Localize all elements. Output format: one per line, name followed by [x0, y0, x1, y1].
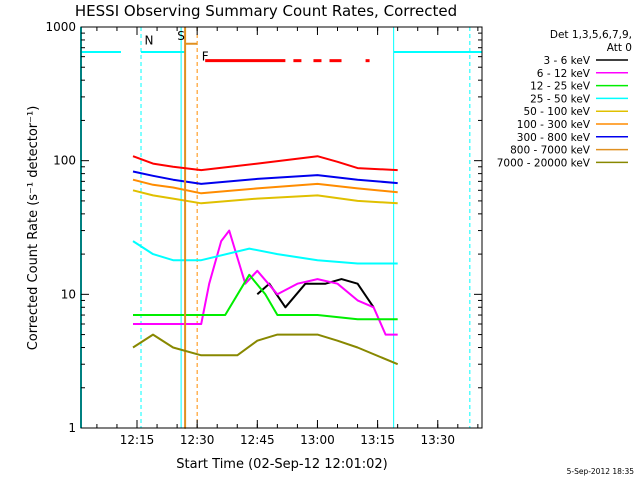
chart-title: HESSI Observing Summary Count Rates, Cor…	[75, 2, 457, 20]
data-layer: N S F	[80, 27, 482, 429]
y-tick-label: 1000	[45, 20, 76, 34]
series-line-1	[133, 229, 398, 336]
legend-header-2: Att 0	[607, 42, 632, 54]
y-axis-label: Corrected Count Rate (s⁻¹ detector⁻¹)	[26, 106, 41, 351]
y-tick-label: 1	[68, 421, 76, 435]
series-line-2	[133, 273, 398, 321]
event-annotation: S	[177, 29, 185, 43]
legend-item-label: 300 - 800 keV	[517, 132, 591, 144]
series-line-6	[132, 170, 398, 185]
legend-item-label: 7000 - 20000 keV	[497, 157, 591, 169]
series-line-3	[132, 240, 398, 265]
y-tick-label: 100	[53, 154, 76, 168]
plot-frame	[80, 26, 483, 429]
legend-item-label: 50 - 100 keV	[523, 106, 590, 118]
series-line-8	[132, 333, 399, 366]
x-tick-label: 13:00	[300, 433, 335, 447]
y-tick-label: 10	[61, 287, 76, 301]
series-line-0	[256, 278, 375, 309]
legend-item-label: 800 - 7000 keV	[510, 145, 591, 157]
x-tick-label: 13:30	[420, 433, 455, 447]
legend-item-label: 6 - 12 keV	[537, 68, 591, 80]
event-annotation: F	[202, 50, 209, 64]
series-line-9	[132, 155, 398, 172]
x-tick-label: 12:45	[240, 433, 275, 447]
legend-item-label: 12 - 25 keV	[530, 81, 591, 93]
legend-header-1: Det 1,3,5,6,7,9,	[550, 29, 632, 41]
legend-item-label: 25 - 50 keV	[530, 93, 591, 105]
series-line-7	[184, 27, 198, 429]
legend-item-label: 3 - 6 keV	[543, 55, 590, 67]
x-tick-label: 13:15	[360, 433, 395, 447]
x-axis-label: Start Time (02-Sep-12 12:01:02)	[176, 457, 387, 472]
legend-item-label: 100 - 300 keV	[517, 119, 591, 131]
x-tick-label: 12:30	[180, 433, 215, 447]
axes: 12:15 12:30 12:45 13:00 13:15 13:30 1 10 100 1000	[45, 20, 482, 447]
series-line-4	[132, 189, 398, 205]
plot-timestamp: 5-Sep-2012 18:35	[567, 467, 635, 476]
event-annotation: N	[145, 33, 154, 47]
series-line-5	[132, 178, 398, 195]
x-tick-label: 12:15	[120, 433, 155, 447]
